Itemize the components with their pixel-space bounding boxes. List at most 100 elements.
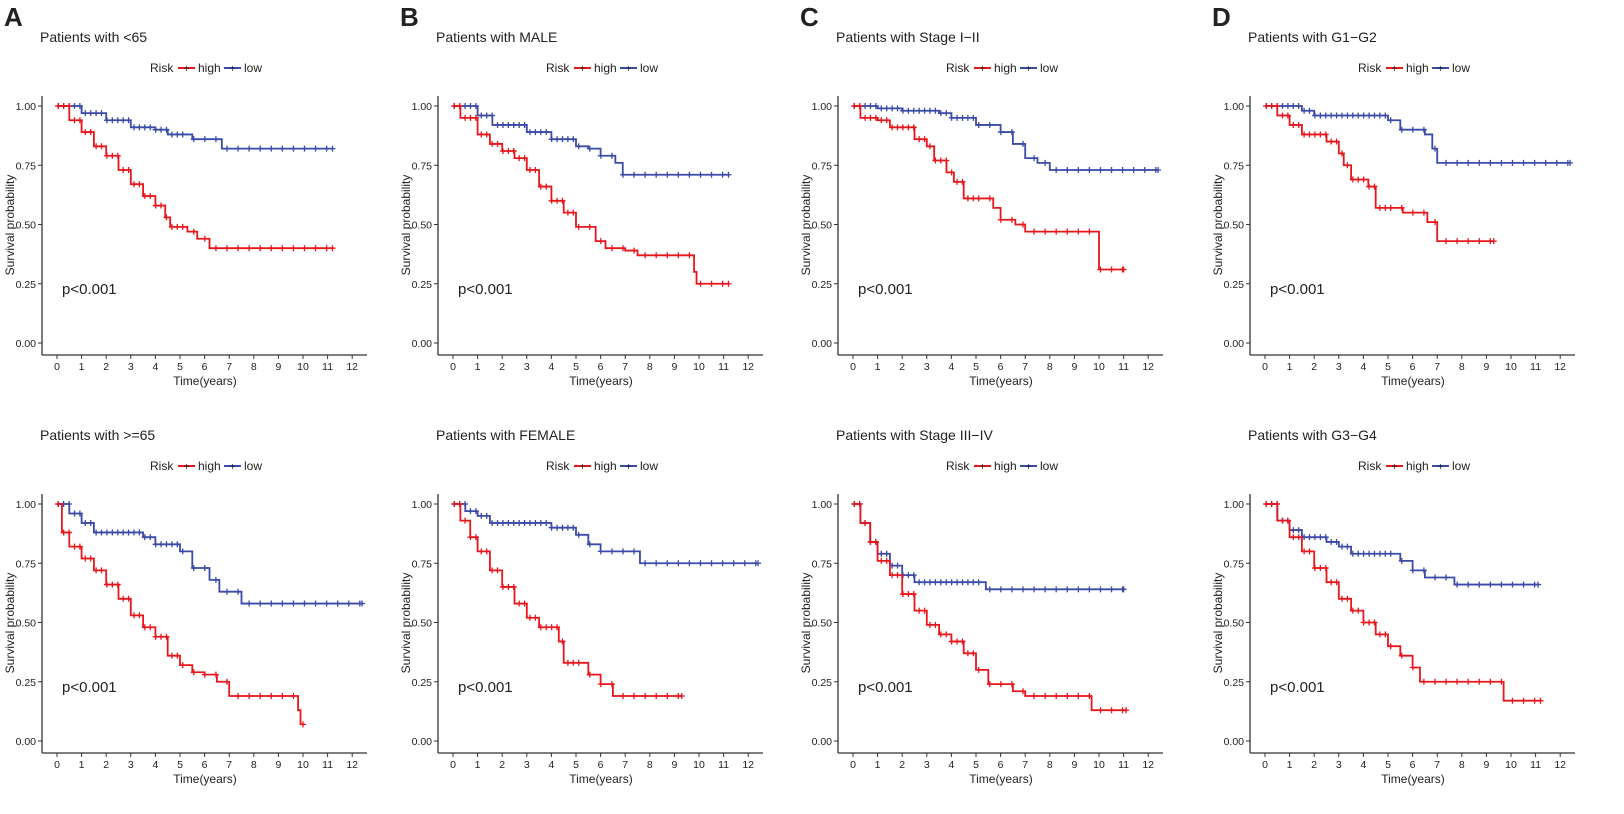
x-axis-label: Time(years) [173,772,237,786]
censor-mark-low [986,586,993,593]
censor-mark-low [597,152,604,159]
censor-mark-high [1387,643,1394,650]
censor-mark-low [543,129,550,136]
x-tick-label: 11 [1530,361,1541,373]
censor-mark-high [93,567,100,574]
censor-mark-high [1263,103,1270,109]
km-panel: Patients with >=65 Risk + high + low 0.00 0.25 0… [3,427,367,786]
censor-mark-low [1338,543,1345,550]
x-tick-label: 7 [622,759,628,771]
censor-mark-high [537,183,544,190]
censor-mark-low [1553,159,1560,166]
x-tick-label: 9 [1483,759,1489,771]
censor-mark-high [136,612,143,619]
x-tick-label: 5 [973,759,979,771]
censor-mark-low [1443,159,1450,166]
censor-mark-high [608,245,615,252]
censor-mark-low [631,548,638,555]
y-tick-label: 0.25 [812,677,833,689]
censor-mark-high [1520,697,1527,704]
p-value: p<0.001 [1270,679,1325,696]
x-tick-label: 3 [128,759,134,771]
x-tick-label: 4 [1360,759,1366,771]
censor-mark-high [856,103,863,109]
legend-label-low: low [1040,459,1058,473]
censor-mark-low [653,560,660,567]
censor-mark-low [201,136,208,143]
censor-mark-high [120,595,127,602]
y-tick-label: 0.25 [812,279,833,291]
x-tick-label: 7 [1022,759,1028,771]
censor-mark-high [93,143,100,150]
curve-low [453,503,759,565]
censor-mark-high [1042,228,1049,235]
censor-mark-high [1311,564,1318,571]
censor-mark-high [1376,631,1383,638]
censor-mark-high [494,140,501,147]
censor-mark-low [246,600,253,607]
censor-mark-high [948,638,955,645]
censor-mark-high [905,124,912,131]
censor-mark-high [505,148,512,155]
censor-mark-high [1338,150,1345,157]
censor-mark-high [472,534,479,541]
censor-mark-high [1097,707,1104,714]
censor-mark-high [467,534,474,541]
censor-mark-low [894,562,901,569]
censor-mark-high [970,650,977,657]
censor-mark-high [179,223,186,230]
censor-mark-low [1376,550,1383,557]
x-tick-label: 1 [875,759,881,771]
censor-mark-low [872,103,879,109]
censor-mark-low [1498,159,1505,166]
censor-mark-high [1311,131,1318,138]
chart-title: Patients with FEMALE [436,427,575,443]
censor-mark-low [109,117,116,124]
y-tick-label: 0.25 [16,279,37,291]
censor-mark-high [489,567,496,574]
censor-mark-low [120,117,127,124]
chart-title: Patients with Stage III−IV [836,427,993,443]
censor-mark-low [1387,550,1394,557]
censor-mark-low [168,541,175,548]
y-tick-label: 1.00 [812,101,833,113]
censor-mark-high [279,245,286,252]
legend-label-low: low [640,61,658,75]
censor-mark-low [125,529,132,536]
x-tick-label: 10 [297,759,309,771]
legend-marker-high: + [1392,462,1398,473]
censor-mark-high [1274,501,1281,507]
censor-mark-low [1130,166,1137,173]
censor-mark-low [686,171,693,178]
censor-mark-high [1279,517,1286,524]
x-tick-label: 8 [647,361,653,373]
x-tick-label: 2 [1311,361,1317,373]
censor-mark-high [1509,697,1516,704]
p-value: p<0.001 [858,281,913,298]
censor-mark-low [1322,112,1329,119]
curve-low [57,503,363,605]
censor-mark-low [1333,538,1340,545]
censor-mark-high [1487,678,1494,685]
censor-mark-high [564,659,571,666]
censor-mark-low [109,529,116,536]
y-tick-label: 0.25 [1224,279,1245,291]
censor-mark-high [168,652,175,659]
x-tick-label: 6 [998,361,1004,373]
censor-mark-low [1498,581,1505,588]
censor-mark-high [894,572,901,579]
censor-mark-high [537,624,544,631]
censor-mark-high [1279,112,1286,119]
censor-mark-high [997,216,1004,223]
censor-mark-low [586,541,593,548]
censor-mark-high [103,581,110,588]
censor-mark-low [554,136,561,143]
x-tick-label: 7 [226,759,232,771]
chart-title: Patients with <65 [40,29,147,45]
legend-title: Risk [1358,61,1382,75]
censor-mark-low [1531,159,1538,166]
censor-mark-low [1387,117,1394,124]
censor-mark-low [223,588,230,595]
y-tick-label: 1.00 [812,499,833,511]
curve-low [853,503,1124,591]
